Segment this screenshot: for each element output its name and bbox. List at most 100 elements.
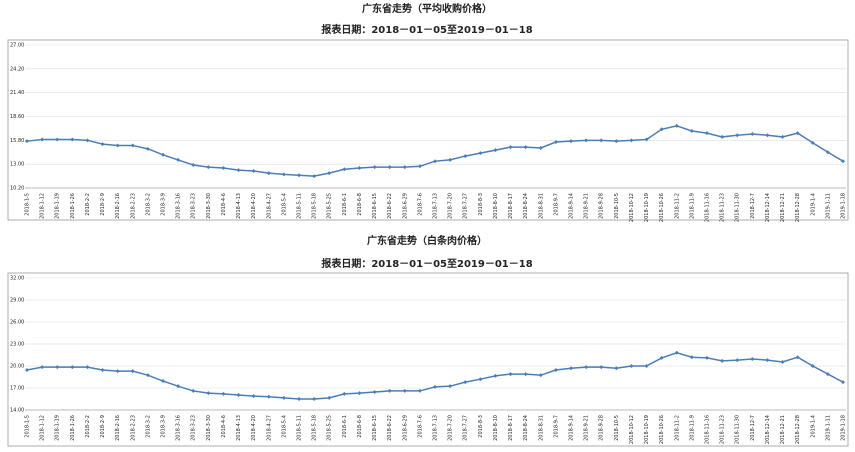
x-tick-label: 2018-12-21 [780, 193, 786, 222]
x-tick-label: 2018-11-23 [720, 193, 726, 222]
x-tick-label: 2018-4-6 [221, 193, 227, 216]
data-point [85, 365, 90, 370]
data-point [553, 368, 558, 373]
data-point [569, 139, 573, 144]
data-point [433, 384, 437, 389]
x-tick-label: 2018-3-2 [145, 193, 151, 216]
data-point [145, 146, 150, 151]
y-tick-label: 23.00 [10, 342, 24, 348]
y-tick-label: 27.00 [10, 43, 24, 49]
data-point [266, 171, 271, 176]
data-point [780, 359, 785, 364]
data-point [387, 165, 392, 170]
x-tick-label: 2018-3-2 [145, 415, 151, 438]
y-tick-label: 14.00 [10, 408, 24, 414]
x-tick-label: 2018-12-28 [795, 193, 801, 222]
x-tick-label: 2018-12-14 [765, 193, 771, 222]
x-tick-label: 2018-5-18 [312, 193, 318, 219]
data-point [765, 358, 770, 363]
x-tick-label: 2018-9-14 [569, 193, 575, 219]
data-point [312, 174, 317, 179]
x-tick-label: 2018-9-21 [584, 415, 590, 441]
data-point [251, 168, 256, 173]
data-point [523, 145, 528, 150]
x-tick-label: 2018-4-20 [251, 415, 257, 441]
x-tick-label: 2018-11-30 [735, 193, 741, 222]
x-tick-label: 2019-1-4 [810, 193, 816, 216]
x-tick-label: 2018-6-1 [342, 415, 348, 438]
data-point [825, 372, 830, 377]
data-point [100, 142, 105, 147]
x-tick-label: 2018-10-5 [614, 193, 620, 219]
x-tick-label: 2019-1-18 [841, 193, 847, 219]
x-tick-label: 2018-5-4 [281, 193, 287, 216]
x-tick-label: 2018-2-23 [130, 415, 136, 441]
data-point [508, 372, 513, 377]
data-point [825, 150, 830, 155]
data-point [372, 165, 377, 170]
x-tick-label: 2018-10-5 [614, 415, 620, 441]
data-point [55, 365, 60, 370]
data-point [841, 159, 845, 164]
x-tick-label: 2018-4-27 [266, 193, 272, 219]
x-tick-label: 2018-10-19 [644, 193, 650, 222]
x-tick-label: 2018-2-16 [115, 193, 121, 219]
x-tick-label: 2018-9-28 [599, 415, 605, 441]
data-point [236, 392, 241, 397]
x-tick-label: 2018-4-6 [221, 415, 227, 438]
data-point [25, 139, 29, 144]
x-tick-label: 2018-5-25 [327, 193, 333, 219]
x-tick-label: 2018-6-29 [402, 415, 408, 441]
y-tick-label: 13.00 [10, 162, 24, 168]
data-point [614, 139, 619, 144]
data-point [266, 394, 271, 399]
y-tick-label: 26.00 [10, 320, 24, 326]
data-point [100, 368, 105, 373]
data-point [55, 137, 60, 142]
x-tick-label: 2018-6-8 [357, 193, 363, 216]
x-tick-label: 2018-6-1 [342, 193, 348, 216]
x-tick-label: 2018-1-26 [70, 415, 76, 441]
data-point [508, 145, 513, 150]
x-tick-label: 2018-9-7 [553, 193, 559, 216]
data-point [206, 165, 211, 170]
x-tick-label: 2018-8-24 [523, 193, 529, 219]
data-point [85, 138, 90, 143]
x-tick-label: 2018-8-10 [493, 415, 499, 441]
data-point [251, 394, 256, 399]
data-point [297, 397, 301, 401]
x-tick-label: 2018-5-4 [281, 415, 287, 438]
x-tick-label: 2018-9-21 [584, 193, 590, 219]
chart-title: 广东省走势（平均收购价格） [362, 2, 492, 15]
x-tick-label: 2018-6-15 [372, 193, 378, 219]
data-point [629, 138, 634, 143]
data-point [115, 143, 120, 148]
y-tick-label: 21.40 [10, 90, 24, 96]
x-tick-label: 2018-9-7 [553, 415, 559, 438]
data-point [599, 138, 604, 143]
data-point [750, 357, 755, 362]
data-point [342, 167, 347, 172]
x-tick-label: 2018-9-28 [599, 193, 605, 219]
x-tick-label: 2018-8-17 [508, 193, 514, 219]
data-point [538, 373, 543, 378]
y-tick-label: 18.60 [10, 114, 24, 120]
x-tick-label: 2018-9-14 [569, 415, 575, 441]
x-tick-label: 2018-7-13 [433, 415, 439, 441]
data-point [659, 127, 664, 132]
data-point [478, 377, 483, 382]
data-point [70, 365, 75, 370]
x-tick-label: 2018-7-6 [417, 193, 423, 216]
x-tick-label: 2018-12-14 [765, 415, 771, 444]
x-tick-label: 2019-1-4 [810, 415, 816, 438]
x-tick-label: 2018-3-16 [176, 193, 182, 219]
data-point [402, 165, 407, 170]
data-point [553, 140, 558, 145]
x-tick-label: 2018-4-27 [266, 415, 272, 441]
x-tick-label: 2018-10-12 [629, 415, 635, 444]
x-tick-label: 2018-8-17 [508, 415, 514, 441]
data-point [463, 154, 468, 159]
x-tick-label: 2018-3-23 [191, 415, 197, 441]
x-tick-label: 2018-11-30 [735, 415, 741, 444]
